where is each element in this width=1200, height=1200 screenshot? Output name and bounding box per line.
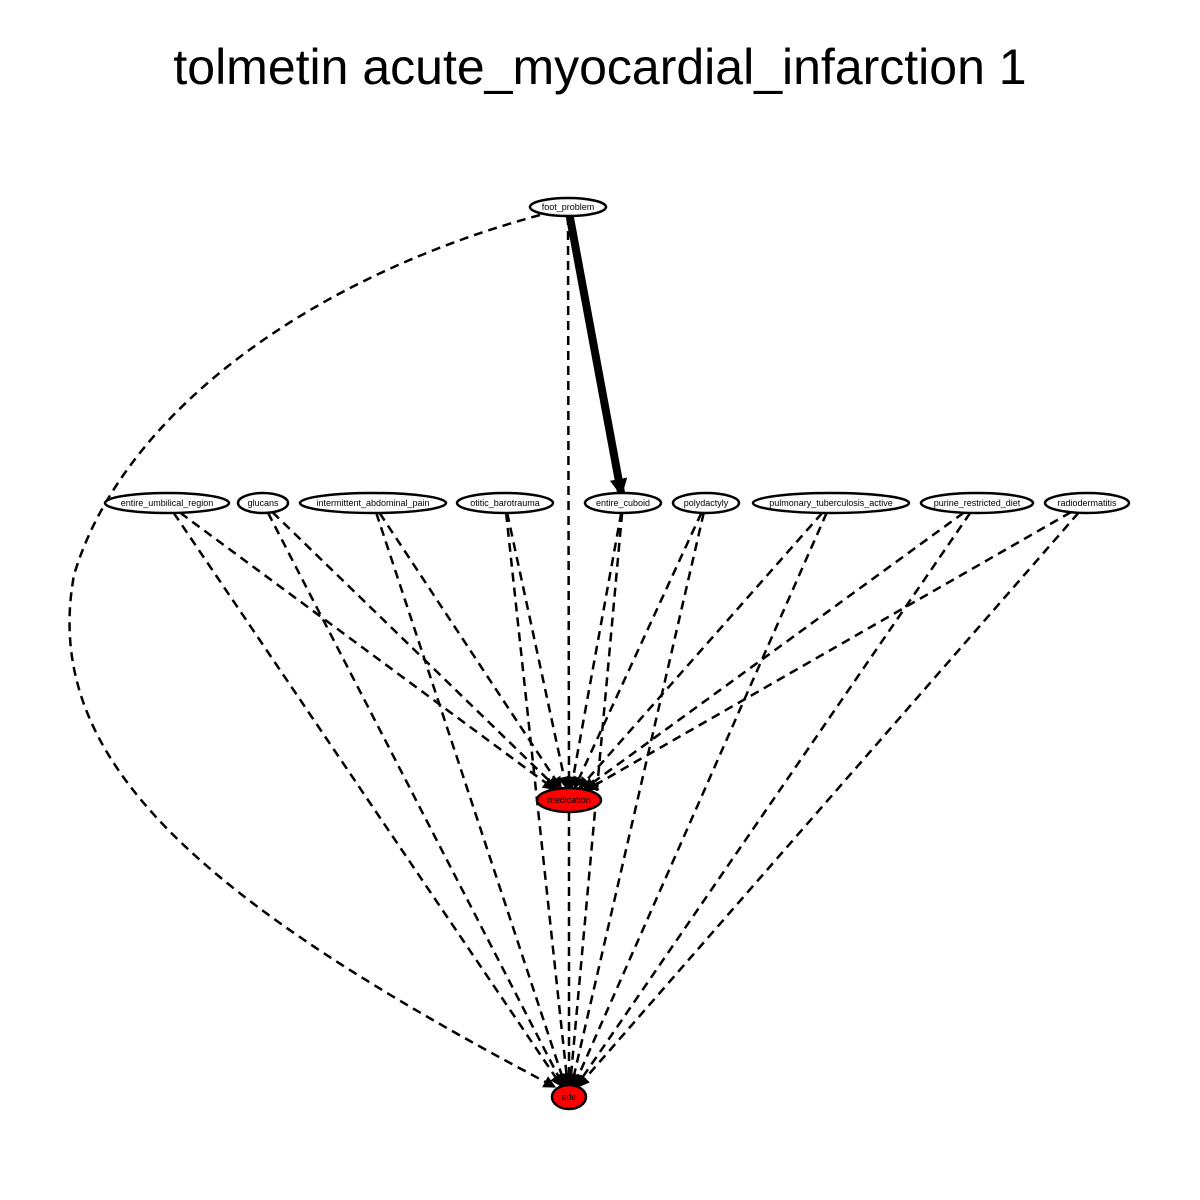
node-label-purine_restricted_diet: purine_restricted_diet (934, 498, 1021, 508)
node-shape-ade (550, 1083, 588, 1111)
node-label-otitic_barotrauma: otitic_barotrauma (470, 498, 540, 508)
node-label-medication: medication (547, 795, 591, 805)
edge-polydactyly-to-ade (568, 512, 705, 1087)
node-polydactyly: polydactyly (671, 491, 741, 515)
node-shape-glucans (236, 491, 290, 515)
node-label-ade: ade (561, 1092, 576, 1102)
diagram-title: tolmetin acute_myocardial_infarction 1 (173, 39, 1026, 95)
node-glucans: glucans (236, 491, 290, 515)
node-label-entire_cuboid: entire_cuboid (596, 498, 650, 508)
node-label-foot_problem: foot_problem (542, 202, 595, 212)
node-pulmonary_tuberculosis_active: pulmonary_tuberculosis_active (751, 491, 911, 515)
node-shape-foot_problem (528, 196, 608, 218)
node-shape-pulmonary_tuberculosis_active (751, 491, 911, 515)
edge-radiodermatitis-to-medication (585, 511, 1072, 792)
edge-glucans-to-ade (266, 512, 565, 1087)
node-label-radiodermatitis: radiodermatitis (1057, 498, 1117, 508)
node-label-pulmonary_tuberculosis_active: pulmonary_tuberculosis_active (769, 498, 893, 508)
edge-pulmonary_tuberculosis_active-to-ade (572, 512, 828, 1087)
node-entire_cuboid: entire_cuboid (583, 491, 663, 515)
node-foot_problem: foot_problem (528, 196, 608, 218)
node-label-polydactyly: polydactyly (684, 498, 729, 508)
edge-foot_problem-to-ade (68, 213, 557, 1089)
node-shape-purine_restricted_diet (919, 491, 1035, 515)
node-shape-entire_umbilical_region (103, 491, 231, 515)
edge-purine_restricted_diet-to-ade (575, 512, 972, 1088)
node-intermittent_abdominal_pain: intermittent_abdominal_pain (298, 491, 448, 515)
node-shape-entire_cuboid (583, 491, 663, 515)
edge-intermittent_abdominal_pain-to-ade (375, 512, 568, 1087)
edge-entire_umbilical_region-to-ade (172, 512, 563, 1088)
edge-polydactyly-to-medication (573, 512, 703, 790)
node-label-intermittent_abdominal_pain: intermittent_abdominal_pain (316, 498, 429, 508)
edge-radiodermatitis-to-ade (576, 511, 1080, 1088)
node-medication: medication (535, 786, 603, 814)
node-radiodermatitis: radiodermatitis (1043, 491, 1131, 515)
node-shape-radiodermatitis (1043, 491, 1131, 515)
node-shape-otitic_barotrauma (455, 491, 555, 515)
edge-intermittent_abdominal_pain-to-medication (378, 512, 563, 790)
edge-pulmonary_tuberculosis_active-to-medication (578, 512, 824, 790)
node-label-glucans: glucans (247, 498, 279, 508)
node-ade: ade (550, 1083, 588, 1111)
node-layer: foot_problem entire_umbilical_region gluca… (103, 196, 1131, 1111)
node-purine_restricted_diet: purine_restricted_diet (919, 491, 1035, 515)
node-label-entire_umbilical_region: entire_umbilical_region (121, 498, 214, 508)
node-shape-intermittent_abdominal_pain (298, 491, 448, 515)
edge-otitic_barotrauma-to-medication (505, 512, 571, 790)
edge-glucans-to-medication (271, 511, 559, 790)
edge-entire_umbilical_region-to-medication (179, 511, 556, 791)
edge-foot_problem-to-medication (562, 215, 576, 790)
edge-purine_restricted_diet-to-medication (582, 511, 965, 791)
node-entire_umbilical_region: entire_umbilical_region (103, 491, 231, 515)
edge-foot_problem-to-entire_cuboid (565, 215, 628, 497)
node-otitic_barotrauma: otitic_barotrauma (455, 491, 555, 515)
node-shape-polydactyly (671, 491, 741, 515)
edge-layer (68, 213, 1080, 1089)
node-shape-medication (535, 786, 603, 814)
edge-entire_cuboid-to-medication (567, 512, 623, 790)
